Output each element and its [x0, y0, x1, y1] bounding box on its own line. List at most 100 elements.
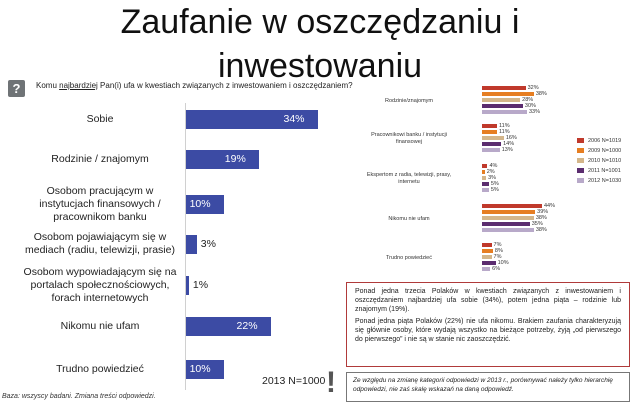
survey-question: Komu najbardziej Pan(i) ufa w kwestiach …	[36, 81, 353, 90]
trend-data-label: 11%	[499, 123, 510, 129]
legend-label: 2010 N=1010	[588, 158, 622, 164]
trend-data-label: 10%	[497, 260, 509, 266]
legend-item: 2009 N=1000	[577, 146, 621, 156]
legend-swatch	[577, 138, 584, 144]
trend-category-label: Rodzinie/znajomym	[350, 98, 468, 105]
legend-item: 2012 N=1030	[577, 176, 621, 186]
summary-paragraph-2: Ponad jedna piąta Polaków (22%) nie ufa …	[355, 318, 621, 343]
category-label-line: Nikomu nie ufam	[60, 319, 140, 332]
trend-data-label: 5%	[490, 181, 499, 187]
bar	[185, 194, 225, 214]
trend-data-label: 14%	[503, 141, 515, 147]
summary-paragraph-1: Ponad jedna trzecia Polaków w kwestiach …	[355, 288, 621, 313]
trend-bar	[482, 124, 497, 128]
category-label-line: instytucjach finansowych /	[39, 197, 161, 210]
trend-bar	[482, 243, 492, 247]
category-label-line: Rodzinie / znajomym	[51, 152, 149, 165]
category-label-line: Sobie	[86, 112, 114, 125]
trend-data-label: 32%	[527, 85, 539, 91]
legend-label: 2011 N=1001	[588, 168, 621, 174]
category-label-line: Osobom pracującym w	[46, 184, 154, 197]
summary-box: Ponad jedna trzecia Polaków w kwestiach …	[346, 282, 630, 367]
trend-bar	[482, 110, 527, 114]
trend-bar	[482, 176, 487, 180]
question-icon: ?	[8, 80, 25, 97]
trend-category-label: Nikomu nie ufam	[350, 216, 468, 223]
page-title-line-1: Zaufanie w oszczędzaniu i	[120, 3, 520, 41]
trend-bar	[482, 164, 488, 168]
trend-bar	[482, 170, 485, 174]
page-title-line-2: inwestowaniu	[217, 47, 423, 85]
legend-swatch	[577, 168, 584, 174]
trend-bar	[482, 92, 534, 96]
category-label: Rodzinie / znajomym	[20, 153, 180, 166]
trend-category-label-line: Trudno powiedzieć	[386, 254, 432, 261]
trend-bar	[482, 210, 536, 214]
legend-swatch	[577, 148, 584, 154]
bar	[185, 149, 260, 169]
trend-data-label: 5%	[490, 187, 499, 193]
trend-bar	[482, 267, 491, 271]
data-label: 19%	[224, 152, 246, 165]
trend-data-label: 6%	[492, 266, 501, 272]
category-label-line: pracownikom banku	[53, 210, 147, 223]
trend-data-label: 38%	[535, 227, 547, 233]
trend-data-label: 3%	[488, 175, 497, 181]
trend-category-label-line: internetu	[398, 179, 420, 185]
trend-data-label: 4%	[489, 163, 498, 169]
trend-bar	[482, 228, 534, 232]
category-label: Osobom pojawiającym się w mediach (radiu,…	[20, 231, 180, 257]
trend-bar	[482, 204, 542, 208]
category-label-line: portalach społecznościowych,	[30, 278, 170, 291]
category-label-line: Osobom pojawiającym się w	[33, 231, 167, 243]
data-label: 3%	[200, 237, 216, 250]
trend-category-label: Ekspertom z radia, telewizji, prasy, inte…	[350, 172, 468, 186]
legend-item: 2011 N=1001	[577, 166, 621, 176]
trend-bar	[482, 182, 489, 186]
trend-bar	[482, 130, 497, 134]
trend-category-label-line: Nikomu nie ufam	[388, 215, 430, 222]
data-label: 22%	[236, 319, 258, 332]
trend-bar	[482, 222, 530, 226]
category-label: Osobom pracującym w instytucjach finansow…	[20, 185, 180, 224]
trend-bar	[482, 261, 496, 265]
data-label: 10%	[189, 362, 211, 375]
trend-data-label: 39%	[537, 209, 549, 215]
question-emphasis: najbardziej	[59, 81, 98, 90]
trend-category-label-line: Rodzinie/znajomym	[385, 97, 433, 104]
category-label: Osobom wypowiadającym się na portalach sp…	[20, 266, 180, 305]
legend-item: 2006 N=1019	[577, 136, 621, 146]
exclamation-mark: !	[326, 366, 336, 399]
category-label-line: Trudno powiedzieć	[56, 362, 144, 375]
legend-item: 2010 N=1010	[577, 156, 621, 166]
category-label: Trudno powiedzieć	[20, 363, 180, 376]
question-prefix: Komu	[36, 81, 60, 90]
legend-label: 2006 N=1019	[588, 138, 622, 144]
legend-swatch	[577, 178, 584, 184]
trend-data-label: 8%	[494, 248, 503, 254]
trend-bar	[482, 188, 489, 192]
trend-category-label: Trudno powiedzieć	[350, 255, 468, 262]
trend-data-label: 11%	[499, 129, 510, 135]
trend-category-label-line: Pracownikowi banku / instytucji	[371, 132, 447, 138]
base-footnote: Baza: wszyscy badani. Zmiana treści odpo…	[2, 393, 156, 400]
category-label: Sobie	[20, 113, 180, 126]
trend-data-label: 13%	[501, 147, 513, 153]
trend-data-label: 2%	[486, 169, 495, 175]
trend-data-label: 7%	[493, 242, 502, 248]
data-label: 1%	[192, 278, 209, 291]
trend-bar	[482, 98, 521, 102]
trend-bar	[482, 86, 526, 90]
bar	[185, 359, 225, 379]
main-chart-series-label: 2013 N=1000	[262, 375, 326, 387]
trend-bar	[482, 216, 534, 220]
trend-bar	[482, 255, 492, 259]
category-label-line: Osobom wypowiadającym się na	[23, 265, 177, 278]
trend-category-label-line: finansowej	[396, 139, 422, 145]
legend-label: 2009 N=1000	[588, 148, 622, 154]
trend-data-label: 28%	[522, 97, 534, 103]
trend-bar	[482, 136, 504, 140]
trend-category-label: Pracownikowi banku / instytucji finansowe…	[350, 132, 468, 146]
category-label: Nikomu nie ufam	[20, 320, 180, 333]
legend-swatch	[577, 158, 584, 164]
